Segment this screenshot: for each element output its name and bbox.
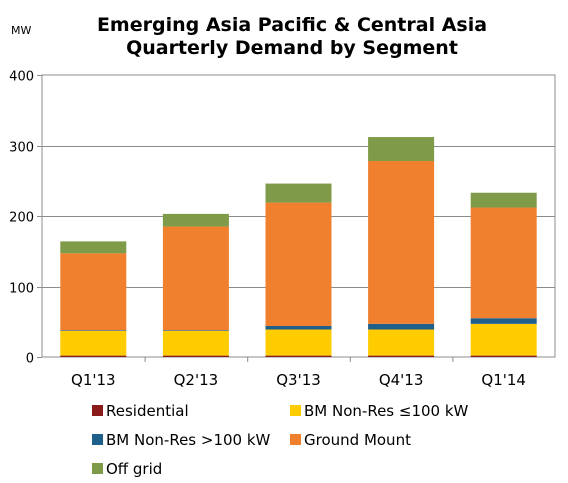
bar-segment — [368, 329, 435, 356]
bar-segment — [470, 318, 537, 324]
bar-segment — [265, 202, 332, 326]
bar-segment — [60, 355, 127, 357]
plot-area: 0 100 200 300 400 Q1'13 Q2'13 Q3'13 Q4'13 Q1'14 — [9, 70, 556, 389]
bar-segment — [265, 325, 332, 330]
x-tick-label: Q1'13 — [71, 371, 116, 389]
bar-segment — [60, 253, 127, 331]
bar-segment — [60, 330, 127, 356]
bar-segment — [162, 226, 229, 331]
legend-label: Off grid — [106, 460, 162, 478]
legend-swatch — [92, 434, 103, 445]
chart-title: Emerging Asia Pacific & Central Asia Qua… — [97, 14, 487, 59]
legend-label: BM Non-Res ≤100 kW — [304, 402, 469, 420]
y-tick-label: 300 — [9, 141, 34, 156]
bar-segment — [368, 323, 435, 330]
bar-segment — [368, 161, 435, 324]
bar-segment — [162, 213, 229, 227]
y-tick-label: 400 — [9, 70, 34, 85]
bar-segment — [368, 355, 435, 357]
x-tick-label: Q4'13 — [379, 371, 424, 389]
x-tick-label: Q1'14 — [481, 371, 526, 389]
bar-segment — [162, 355, 229, 357]
bar-segment — [470, 192, 537, 208]
y-tick-label: 200 — [9, 211, 34, 226]
y-tick-label: 100 — [9, 282, 34, 297]
bar-segment — [60, 330, 127, 331]
y-axis-unit-label: MW — [11, 24, 31, 37]
bar-segment — [60, 241, 127, 254]
bar-segment — [470, 323, 537, 356]
bar-segment — [265, 183, 332, 203]
bar-segment — [470, 355, 537, 357]
legend-swatch — [290, 434, 301, 445]
x-tick-label: Q3'13 — [276, 371, 321, 389]
bar-segment — [162, 330, 229, 356]
legend: Residential BM Non-Res ≤100 kW BM Non-Res … — [92, 402, 469, 478]
bar-segment — [162, 330, 229, 331]
bar-segment — [470, 207, 537, 319]
legend-label: Residential — [106, 402, 189, 420]
bar-segment — [265, 329, 332, 356]
chart-title-line-1: Emerging Asia Pacific & Central Asia — [97, 14, 487, 36]
legend-label: BM Non-Res >100 kW — [106, 431, 271, 449]
x-tick-label: Q2'13 — [174, 371, 219, 389]
legend-swatch — [92, 463, 103, 474]
legend-swatch — [290, 405, 301, 416]
bar-segment — [265, 355, 332, 357]
legend-swatch — [92, 405, 103, 416]
bar-segment — [368, 137, 435, 162]
y-tick-label: 0 — [26, 352, 34, 367]
legend-label: Ground Mount — [304, 431, 411, 449]
chart-title-line-2: Quarterly Demand by Segment — [126, 37, 458, 59]
